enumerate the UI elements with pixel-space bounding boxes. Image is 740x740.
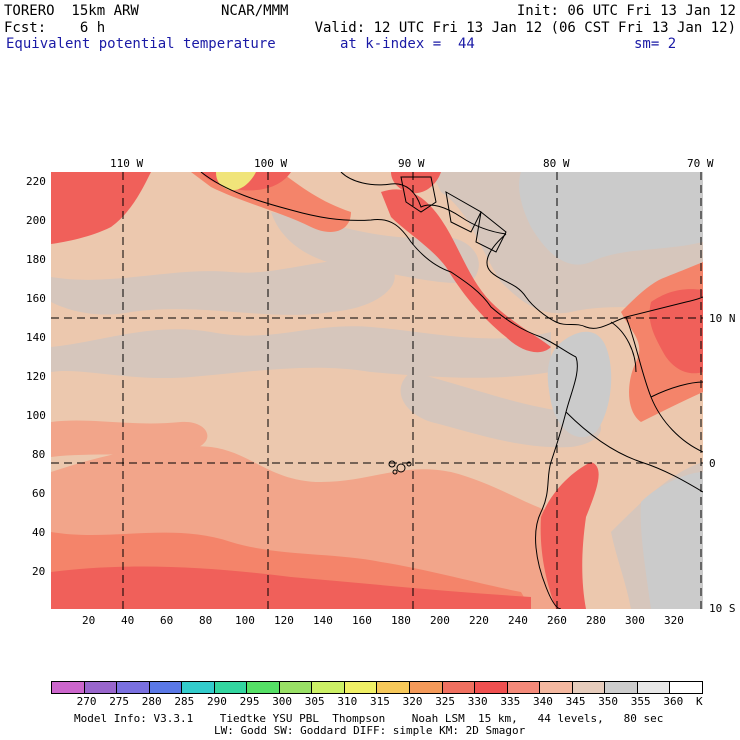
colorbar-swatch <box>572 682 606 693</box>
lon-label-110w: 110 W <box>110 157 144 170</box>
colorbar-label: 345 <box>565 695 586 708</box>
colorbar-swatch <box>117 682 150 693</box>
theta-e-340-region <box>51 420 208 457</box>
lon-label-80w: 80 W <box>543 157 570 170</box>
x-tick-label: 180 <box>391 614 411 627</box>
theta-e-315-region <box>216 172 256 191</box>
k-index-label: at k-index = 44 <box>340 36 475 52</box>
x-tick-label: 260 <box>547 614 567 627</box>
colorbar-swatch <box>214 682 248 693</box>
smoothing-label: sm= 2 <box>634 36 677 52</box>
theta-e-330-region <box>51 172 151 244</box>
x-tick-label: 240 <box>508 614 528 627</box>
x-tick-label: 320 <box>664 614 684 627</box>
lat-label-10n: 10 N <box>709 312 736 325</box>
colorbar-swatch <box>247 682 280 693</box>
colorbar-swatch <box>279 682 313 693</box>
lon-label-90w: 90 W <box>398 157 425 170</box>
x-tick-label: 120 <box>274 614 294 627</box>
country-borders <box>565 316 703 493</box>
y-tick-label: 220 <box>26 175 46 188</box>
model-info-line2: LW: Godd SW: Goddard DIFF: simple KM: 2D… <box>214 724 526 737</box>
field-name: Equivalent potential temperature <box>6 36 276 52</box>
producer-label: NCAR/MMM <box>221 3 289 19</box>
x-tick-label: 40 <box>121 614 135 627</box>
x-tick-label: 280 <box>586 614 606 627</box>
colorbar-label: 325 <box>435 695 456 708</box>
colorbar-swatch <box>540 682 573 693</box>
y-tick-label: 120 <box>26 370 46 383</box>
colorbar-swatch <box>475 682 508 693</box>
y-tick-label: 100 <box>26 409 46 422</box>
init-time: Init: 06 UTC Fri 13 Jan 12 <box>516 3 736 19</box>
colorbar-label: 350 <box>598 695 619 708</box>
lat-label-10s: 10 S <box>709 602 736 615</box>
colorbar-swatch <box>670 682 702 693</box>
lon-label-70w: 70 W <box>687 157 714 170</box>
colorbar-label: 315 <box>370 695 390 708</box>
colorbar-swatch <box>344 682 378 693</box>
theta-e-355-region <box>519 172 703 609</box>
colorbar-swatch <box>52 682 85 693</box>
colorbar-label: 335 <box>500 695 521 708</box>
colorbar-swatch <box>442 682 476 693</box>
valid-time: Valid: 12 UTC Fri 13 Jan 12 (06 CST Fri … <box>314 20 736 36</box>
lon-label-100w: 100 W <box>254 157 288 170</box>
x-tick-label: 140 <box>313 614 333 627</box>
theta-e-map <box>51 172 703 609</box>
x-tick-label: 80 <box>199 614 213 627</box>
forecast-hour: Fcst: 6 h <box>4 20 106 36</box>
y-tick-label: 80 <box>32 448 46 461</box>
colorbar-label: 310 <box>337 695 358 708</box>
colorbar-label: 295 <box>239 695 260 708</box>
galapagos-islands <box>388 460 412 475</box>
theta-e-330-region <box>540 462 599 609</box>
colorbar-swatch <box>377 682 411 693</box>
x-tick-label: 160 <box>352 614 372 627</box>
colorbar-swatch <box>637 682 671 693</box>
y-tick-label: 20 <box>32 565 46 578</box>
colorbar-label: 355 <box>630 695 651 708</box>
lat-label-0: 0 <box>709 457 716 470</box>
y-tick-label: 160 <box>26 292 46 305</box>
lat-lon-grid <box>51 172 703 609</box>
x-tick-label: 300 <box>625 614 645 627</box>
colorbar-label: 300 <box>272 695 293 708</box>
colorbar-label: 275 <box>109 695 130 708</box>
y-tick-label: 200 <box>26 214 46 227</box>
colorbar-swatch <box>312 682 345 693</box>
colorbar-swatch <box>182 682 215 693</box>
colorbar-label: 360 <box>663 695 684 708</box>
x-tick-label: 100 <box>235 614 255 627</box>
theta-e-330-region <box>649 289 703 374</box>
x-tick-label: 200 <box>430 614 450 627</box>
model-info-line1: Model Info: V3.3.1 Tiedtke YSU PBL Thomp… <box>74 712 664 725</box>
colorbar-label: 340 <box>533 695 553 708</box>
colorbar <box>51 681 703 694</box>
colorbar-label: 320 <box>402 695 423 708</box>
colorbar-swatch <box>410 682 443 693</box>
colorbar-label: 280 <box>141 695 162 708</box>
colorbar-label: 290 <box>207 695 227 708</box>
colorbar-swatch <box>507 682 541 693</box>
colorbar-swatch <box>149 682 183 693</box>
colorbar-label: K <box>696 695 703 708</box>
y-tick-label: 40 <box>32 526 46 539</box>
coastlines <box>200 172 703 609</box>
theta-e-330-region <box>51 566 531 609</box>
y-tick-label: 180 <box>26 253 46 266</box>
colorbar-label: 270 <box>76 695 97 708</box>
x-tick-label: 60 <box>160 614 174 627</box>
colorbar-label: 330 <box>467 695 488 708</box>
theta-e-330-region <box>381 189 551 353</box>
colorbar-swatch <box>605 682 638 693</box>
y-tick-label: 140 <box>26 331 46 344</box>
model-title: TORERO 15km ARW <box>4 3 139 19</box>
colorbar-label: 305 <box>304 695 325 708</box>
x-tick-label: 220 <box>469 614 489 627</box>
colorbar-label: 285 <box>174 695 195 708</box>
y-tick-label: 60 <box>32 487 46 500</box>
colorbar-swatch <box>84 682 118 693</box>
x-tick-label: 20 <box>82 614 96 627</box>
